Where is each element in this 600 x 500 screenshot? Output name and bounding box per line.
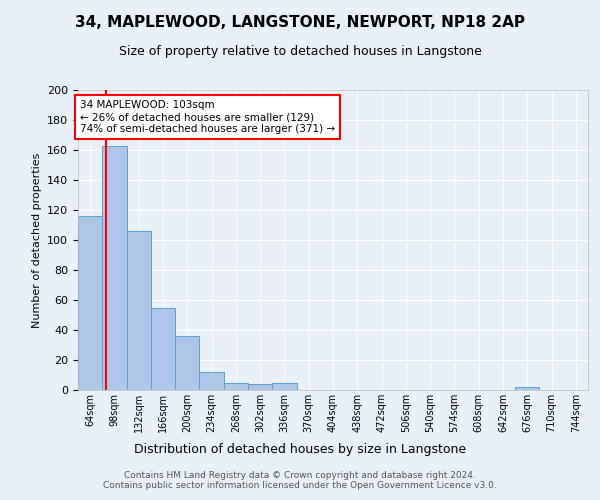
Text: Size of property relative to detached houses in Langstone: Size of property relative to detached ho… [119,45,481,58]
Y-axis label: Number of detached properties: Number of detached properties [32,152,41,328]
Bar [199,372,224,390]
Bar [175,336,199,390]
Bar [272,382,296,390]
Text: 34 MAPLEWOOD: 103sqm
← 26% of detached houses are smaller (129)
74% of semi-deta: 34 MAPLEWOOD: 103sqm ← 26% of detached h… [80,100,335,134]
Bar [515,387,539,390]
Bar [248,384,272,390]
Bar [78,216,102,390]
Text: Distribution of detached houses by size in Langstone: Distribution of detached houses by size … [134,442,466,456]
Text: 34, MAPLEWOOD, LANGSTONE, NEWPORT, NP18 2AP: 34, MAPLEWOOD, LANGSTONE, NEWPORT, NP18 … [75,15,525,30]
Bar [151,308,175,390]
Text: Contains HM Land Registry data © Crown copyright and database right 2024.
Contai: Contains HM Land Registry data © Crown c… [103,470,497,490]
Bar [127,231,151,390]
Bar [102,146,127,390]
Bar [224,382,248,390]
